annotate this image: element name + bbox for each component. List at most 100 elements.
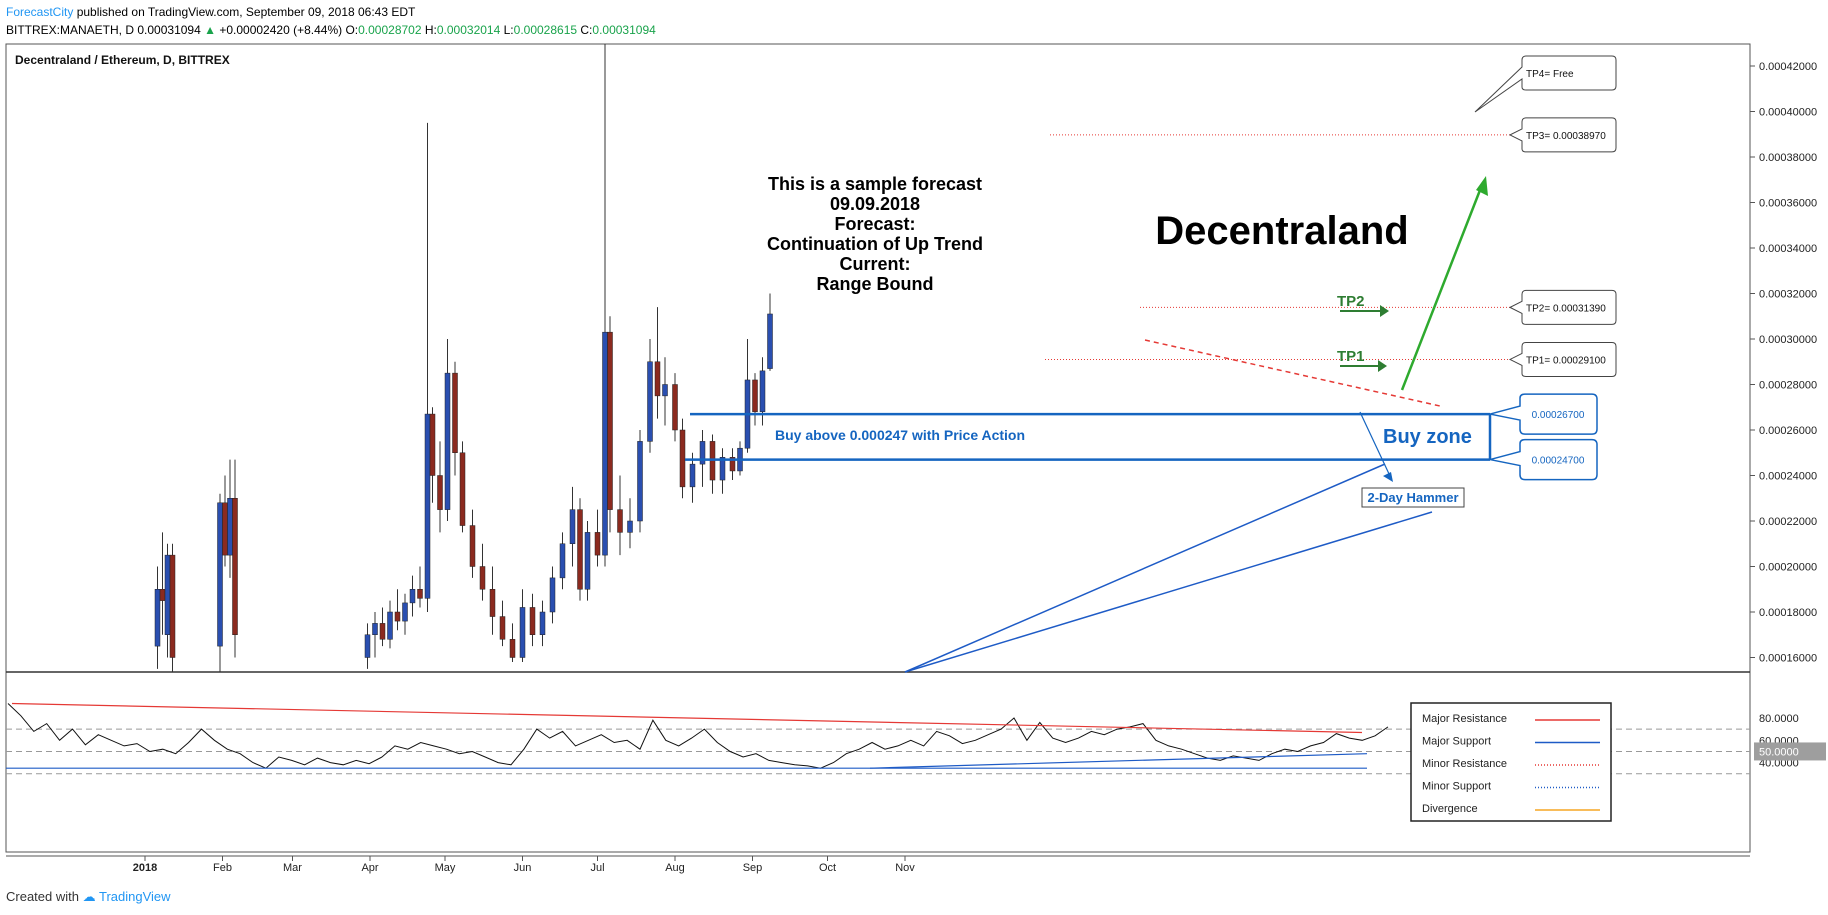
ohlc-line: BITTREX:MANAETH, D 0.00031094 ▲ +0.00002… xyxy=(6,21,656,39)
candle-body xyxy=(379,623,386,640)
target-callout: TP3= 0.00038970 xyxy=(1508,117,1617,153)
candle-body xyxy=(617,509,623,533)
hammer-label: 2-Day Hammer xyxy=(1367,490,1458,505)
forecast-arrow-head xyxy=(1476,176,1488,196)
y-tick-label: 0.00024000 xyxy=(1759,471,1817,483)
support-line-major xyxy=(904,463,1386,673)
sample-line: Current: xyxy=(840,254,911,274)
tp-tags: TP2 TP1 xyxy=(1337,293,1389,372)
candle-body xyxy=(647,361,653,442)
candle-body xyxy=(469,525,476,567)
publisher-link[interactable]: ForecastCity xyxy=(6,5,74,19)
candle-body xyxy=(719,457,726,481)
candle-body xyxy=(217,502,223,647)
callout-box xyxy=(1508,341,1617,377)
x-tick-label: Nov xyxy=(895,862,915,874)
created-with-label: Created with xyxy=(6,889,79,904)
support-line-minor xyxy=(904,511,1433,673)
candle-body xyxy=(529,607,536,636)
symbol-label: BITTREX:MANAETH, D xyxy=(6,23,135,37)
callout-text: TP3= 0.00038970 xyxy=(1526,131,1606,142)
zone-price-callout: 0.00026700 xyxy=(1489,393,1598,435)
candle-body xyxy=(424,413,431,599)
osc-rising-support xyxy=(869,753,1368,769)
candle-body xyxy=(437,475,443,510)
callout-box xyxy=(1508,117,1617,153)
hammer-annotation: 2-Day Hammer xyxy=(1359,411,1465,508)
candle-body xyxy=(402,602,408,622)
candle-body xyxy=(409,589,416,604)
candle-body xyxy=(417,589,423,599)
sample-line: Range Bound xyxy=(817,274,934,294)
last-price: 0.00031094 xyxy=(137,23,201,37)
price-change: +0.00002420 (+8.44%) xyxy=(219,23,343,37)
x-tick-label: Oct xyxy=(819,862,836,874)
callout-text: 0.00024700 xyxy=(1532,456,1585,467)
y-tick-label: 0.00020000 xyxy=(1759,562,1817,574)
candle-body xyxy=(637,441,643,522)
asset-name: Decentraland xyxy=(1155,209,1408,253)
candle-body xyxy=(232,498,238,635)
candle-body xyxy=(509,639,516,658)
zone-price-callout: 0.00024700 xyxy=(1489,438,1598,481)
y-tick-label: 0.00018000 xyxy=(1759,607,1817,619)
y-tick-label: 0.00022000 xyxy=(1759,516,1817,528)
published-text: published on TradingView.com, September … xyxy=(76,5,416,19)
callout-text: TP4= Free xyxy=(1526,69,1574,80)
close-label: C: xyxy=(580,23,593,37)
candle-body xyxy=(679,429,686,488)
callout-box xyxy=(1474,55,1617,113)
open-value: 0.00028702 xyxy=(358,23,422,37)
legend-box xyxy=(1410,702,1612,822)
candle-body xyxy=(759,370,766,413)
candle-body xyxy=(222,502,228,556)
candle-body xyxy=(767,313,773,369)
y-tick-label: 0.00026000 xyxy=(1759,425,1817,437)
candle-body xyxy=(519,607,526,658)
candle-body xyxy=(549,577,556,613)
x-tick-label: Feb xyxy=(213,862,232,874)
x-tick-label: Mar xyxy=(283,862,302,874)
legend-label: Major Resistance xyxy=(1422,713,1507,725)
candle-body xyxy=(729,457,736,472)
candle-body xyxy=(489,589,496,617)
candle-body xyxy=(394,611,401,622)
price-y-axis: 0.00042000 0.00040000 0.00038000 0.00036000… xyxy=(1750,61,1817,665)
hammer-box xyxy=(1361,487,1465,508)
candle-body xyxy=(577,509,583,590)
candle-body xyxy=(479,566,486,590)
candle-body xyxy=(169,554,176,658)
sample-line: Continuation of Up Trend xyxy=(767,234,983,254)
candle-body xyxy=(559,543,566,579)
candle-body xyxy=(584,532,591,590)
callout-text: TP1= 0.00029100 xyxy=(1526,355,1606,366)
chart-header: ForecastCity published on TradingView.co… xyxy=(6,3,656,39)
tradingview-logo-icon: ☁ xyxy=(82,889,96,904)
sample-line: 09.09.2018 xyxy=(830,194,920,214)
candle-body xyxy=(159,589,166,601)
hammer-pointer xyxy=(1359,411,1391,477)
hammer-pointer-head xyxy=(1383,472,1393,482)
candle-body xyxy=(499,616,506,640)
candle-body xyxy=(364,634,371,658)
legend-label: Minor Resistance xyxy=(1422,758,1507,770)
callout-box xyxy=(1489,393,1598,435)
candle-body xyxy=(154,589,161,647)
tradingview-link[interactable]: TradingView xyxy=(99,889,171,904)
x-tick-label: 2018 xyxy=(133,862,157,874)
y-tick-label: 0.00036000 xyxy=(1759,198,1817,210)
callout-text: 0.00026700 xyxy=(1532,410,1585,421)
y-tick-label: 0.00042000 xyxy=(1759,61,1817,73)
osc-current-label: 50.0000 xyxy=(1759,746,1799,758)
chart-title: Decentraland / Ethereum, D, BITTREX xyxy=(15,53,230,67)
candle-body xyxy=(444,372,451,510)
sample-line: Forecast: xyxy=(834,214,915,234)
open-label: O: xyxy=(345,23,359,37)
targets: TP1= 0.00029100 TP2= 0.00031390 TP3= 0.000… xyxy=(1045,55,1617,377)
candle-body xyxy=(627,520,633,533)
x-tick-label: Jun xyxy=(514,862,532,874)
legend-label: Minor Support xyxy=(1422,781,1491,793)
target-callout: TP4= Free xyxy=(1474,55,1617,113)
high-label: H: xyxy=(424,23,437,37)
